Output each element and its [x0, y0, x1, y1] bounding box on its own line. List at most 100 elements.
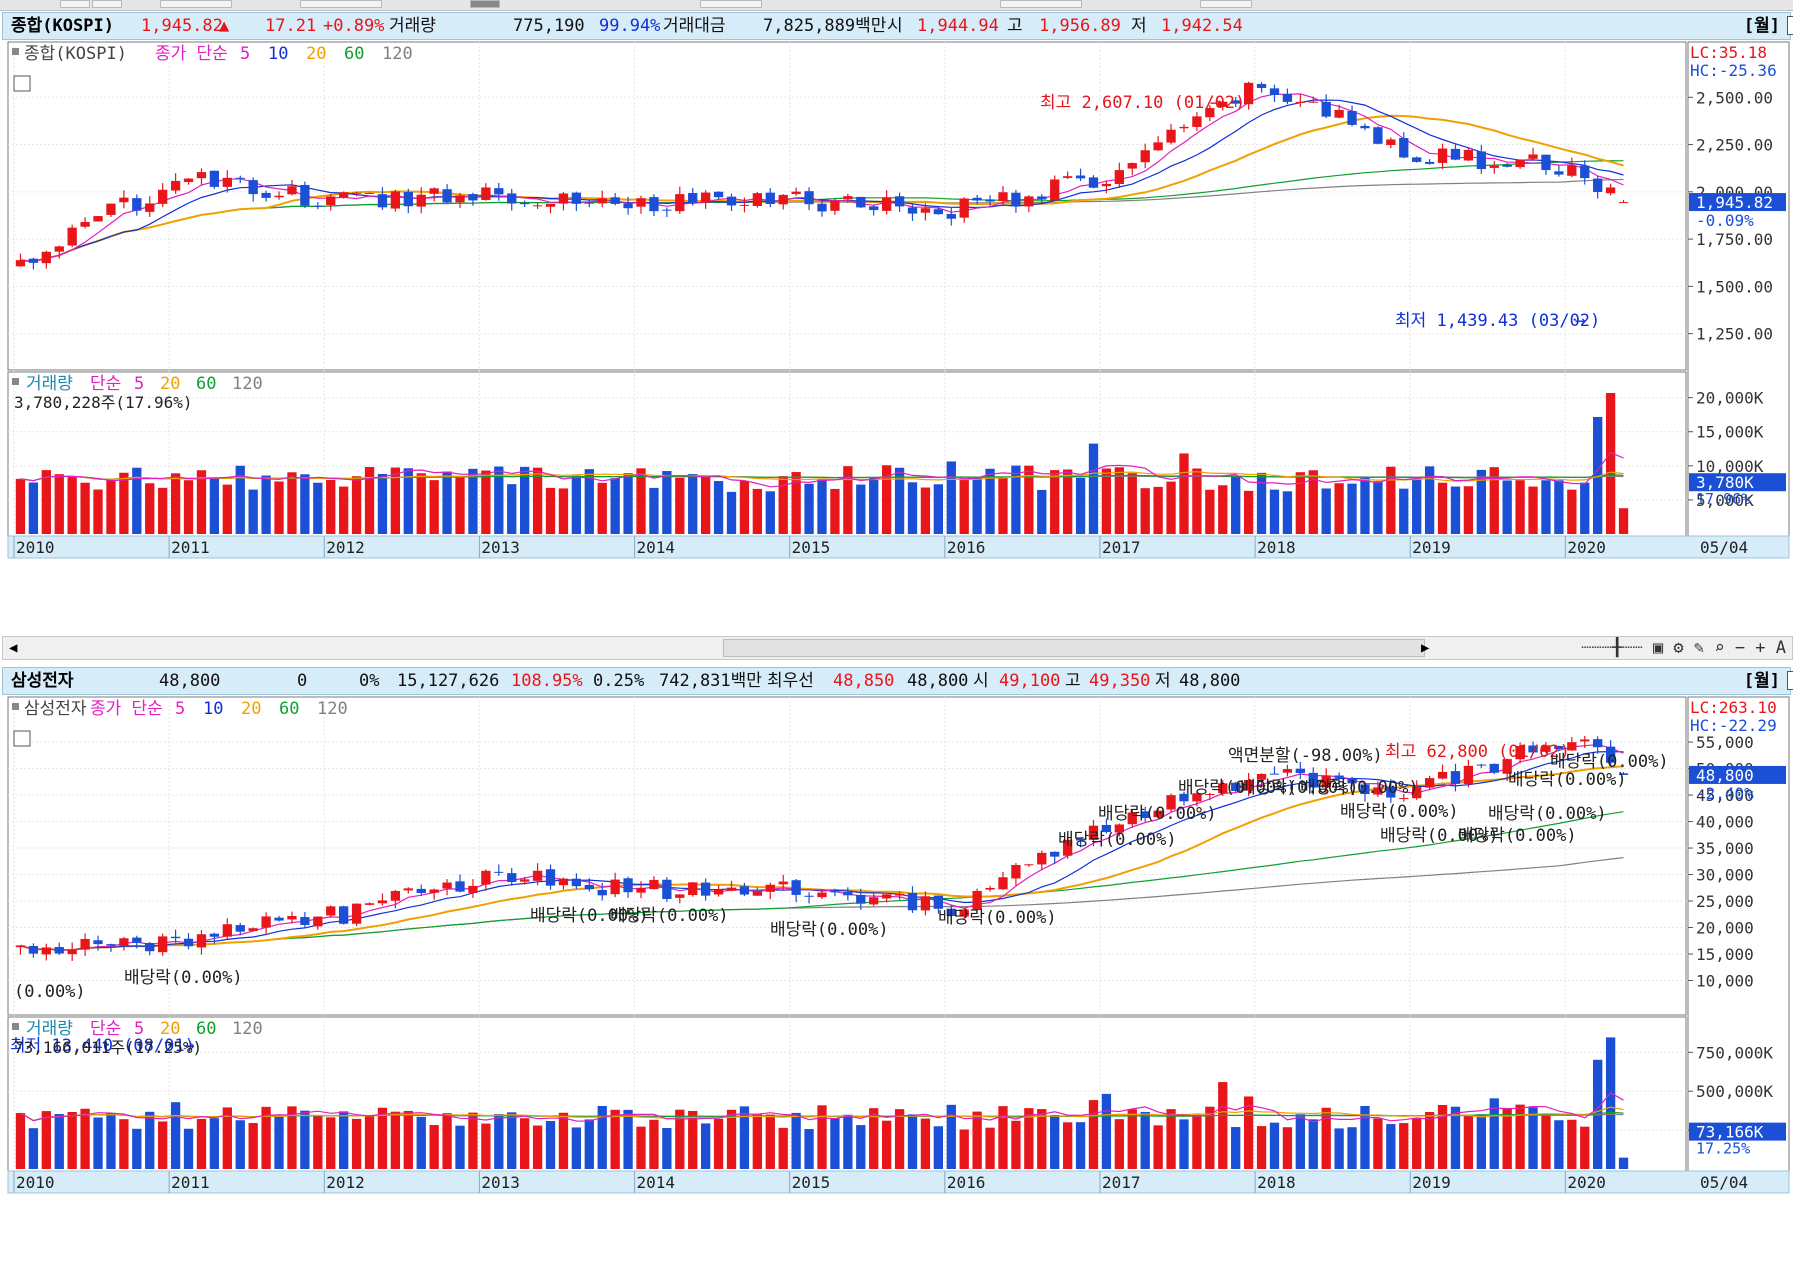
- period-monthly-button[interactable]: [월]: [1743, 671, 1780, 691]
- volume-bar: [597, 1105, 607, 1169]
- period-monthly-button[interactable]: [월]: [1743, 16, 1780, 36]
- candle-body: [649, 879, 659, 890]
- volume-bar: [1502, 480, 1512, 534]
- calendar-icon: [13, 730, 31, 747]
- candle-body: [765, 884, 775, 892]
- dividend-note: 배당락(0.00%): [1380, 826, 1499, 846]
- volume-ma5-line: [20, 1092, 1624, 1123]
- candle-body: [1502, 759, 1512, 774]
- volume-bar: [1386, 466, 1396, 534]
- volume-bar: [1334, 1128, 1344, 1169]
- volume-bar: [1593, 417, 1603, 534]
- close-icon[interactable]: ✕: [1787, 671, 1793, 690]
- volume-legend-name: 거래량: [26, 374, 73, 394]
- samsung-quote-header: 삼성전자 48,800 0 0% 15,127,626 108.95% 0.25…: [2, 667, 1793, 695]
- volume-bar: [1101, 1093, 1112, 1169]
- candle-body: [1502, 164, 1512, 167]
- volume-bar: [313, 482, 323, 534]
- volume-legend-ma-5: 5: [134, 1019, 144, 1039]
- volume-bar: [1515, 1104, 1525, 1169]
- volume-bar: [649, 487, 659, 534]
- volume-bar: [571, 475, 582, 534]
- candle-body: [972, 197, 982, 201]
- samsung-chart-canvas[interactable]: 10,000 15,000 20,000 25,000 30,000 35,000 40,0…: [0, 695, 1793, 1287]
- scroll-thumb[interactable]: [723, 639, 1425, 657]
- candle-body: [933, 209, 944, 215]
- candle-body: [1243, 82, 1254, 105]
- volume-legend-ma-120: 120: [232, 374, 263, 394]
- price-pane: [7, 41, 1687, 371]
- high-label: 고: [1007, 16, 1023, 36]
- candle-body: [41, 947, 51, 955]
- calendar-icon: [13, 75, 31, 92]
- candle-body: [1489, 763, 1499, 773]
- volume-bar: [1580, 482, 1590, 534]
- volume-legend-ma-label: 단순: [90, 1019, 121, 1039]
- volume-bar: [972, 1111, 982, 1169]
- volume-bar: [791, 1112, 801, 1169]
- volume-bar: [1618, 1157, 1629, 1169]
- year-tick-label: 2018: [1257, 538, 1296, 557]
- volume-bar: [158, 487, 168, 534]
- candle-body: [468, 885, 478, 893]
- min-note-arrow-icon: →: [1575, 310, 1586, 331]
- candle-body: [442, 189, 452, 203]
- candle-body: [1101, 825, 1112, 833]
- volume-bar: [1101, 468, 1112, 534]
- candle-body: [1373, 787, 1383, 795]
- volume-bar: [67, 1111, 77, 1169]
- kospi-amount: 7,825,889백만: [763, 16, 887, 36]
- price-tick-label: 10,000: [1696, 972, 1754, 991]
- year-tick-label: 2016: [947, 1173, 986, 1192]
- year-tick-label: 2016: [947, 538, 986, 557]
- candle-body: [416, 194, 426, 207]
- amount-label: 거래대금: [663, 16, 726, 36]
- samsung-high: 49,350: [1089, 671, 1151, 691]
- year-tick-label: 2019: [1412, 538, 1451, 557]
- volume-bar: [688, 1110, 698, 1169]
- volume-bar: [1088, 1100, 1099, 1169]
- volume-bar: [261, 475, 271, 534]
- scroll-right-icon[interactable]: ▶: [1421, 640, 1430, 656]
- candle-body: [1476, 151, 1486, 170]
- dividend-note: 배당락(0.00%): [1058, 830, 1177, 850]
- candle-body: [1075, 175, 1086, 179]
- candle-body: [1618, 773, 1629, 775]
- candle-body: [1295, 101, 1305, 103]
- chart-scrollbar[interactable]: ◀ ▶ ┈┈┈╂┈┈ ▣ ⚙ ✎ ⌕ − + A: [2, 636, 1793, 660]
- volume-bar: [1179, 1119, 1189, 1169]
- volume-bar: [636, 468, 646, 534]
- candle-body: [817, 203, 827, 212]
- volume-bar: [1282, 1127, 1293, 1169]
- volume-bar: [869, 1108, 879, 1169]
- price-tick-label: 20,000: [1696, 919, 1754, 938]
- candle-body: [623, 203, 633, 209]
- candle-body: [1605, 746, 1616, 763]
- price-tick-label: 1,500.00: [1696, 277, 1773, 296]
- close-icon[interactable]: ✕: [1787, 16, 1793, 35]
- volume-bar: [804, 483, 814, 534]
- volume-bar: [326, 480, 336, 534]
- candle-body: [636, 198, 646, 207]
- candle-body: [248, 928, 258, 931]
- price-tick-label: 1,750.00: [1696, 230, 1773, 249]
- kospi-chart-canvas[interactable]: 1,250.001,500.001,750.002,000.002,250.00…: [0, 40, 1793, 648]
- volume-bar: [481, 1123, 491, 1169]
- scroll-left-icon[interactable]: ◀: [9, 640, 18, 656]
- last-price-label: 1,945.82: [1696, 193, 1773, 212]
- volume-last-value: 3,780,228주(17.96%): [14, 393, 192, 412]
- volume-bar: [1476, 1114, 1486, 1169]
- volume-bar: [1140, 488, 1150, 534]
- high-label: 고: [1065, 671, 1081, 691]
- volume-bar: [494, 466, 504, 534]
- chart-tools[interactable]: ┈┈┈╂┈┈ ▣ ⚙ ✎ ⌕ − + A: [1581, 638, 1786, 658]
- year-tick-label: 2011: [171, 538, 210, 557]
- volume-bar: [132, 467, 142, 534]
- ma10-line: [20, 99, 1624, 263]
- volume-bar: [1437, 482, 1448, 534]
- candle-body: [1050, 179, 1060, 201]
- volume-bar: [985, 1127, 995, 1169]
- price-pane: [7, 696, 1687, 1016]
- candle-body: [1140, 811, 1150, 818]
- volume-bar: [1256, 472, 1267, 534]
